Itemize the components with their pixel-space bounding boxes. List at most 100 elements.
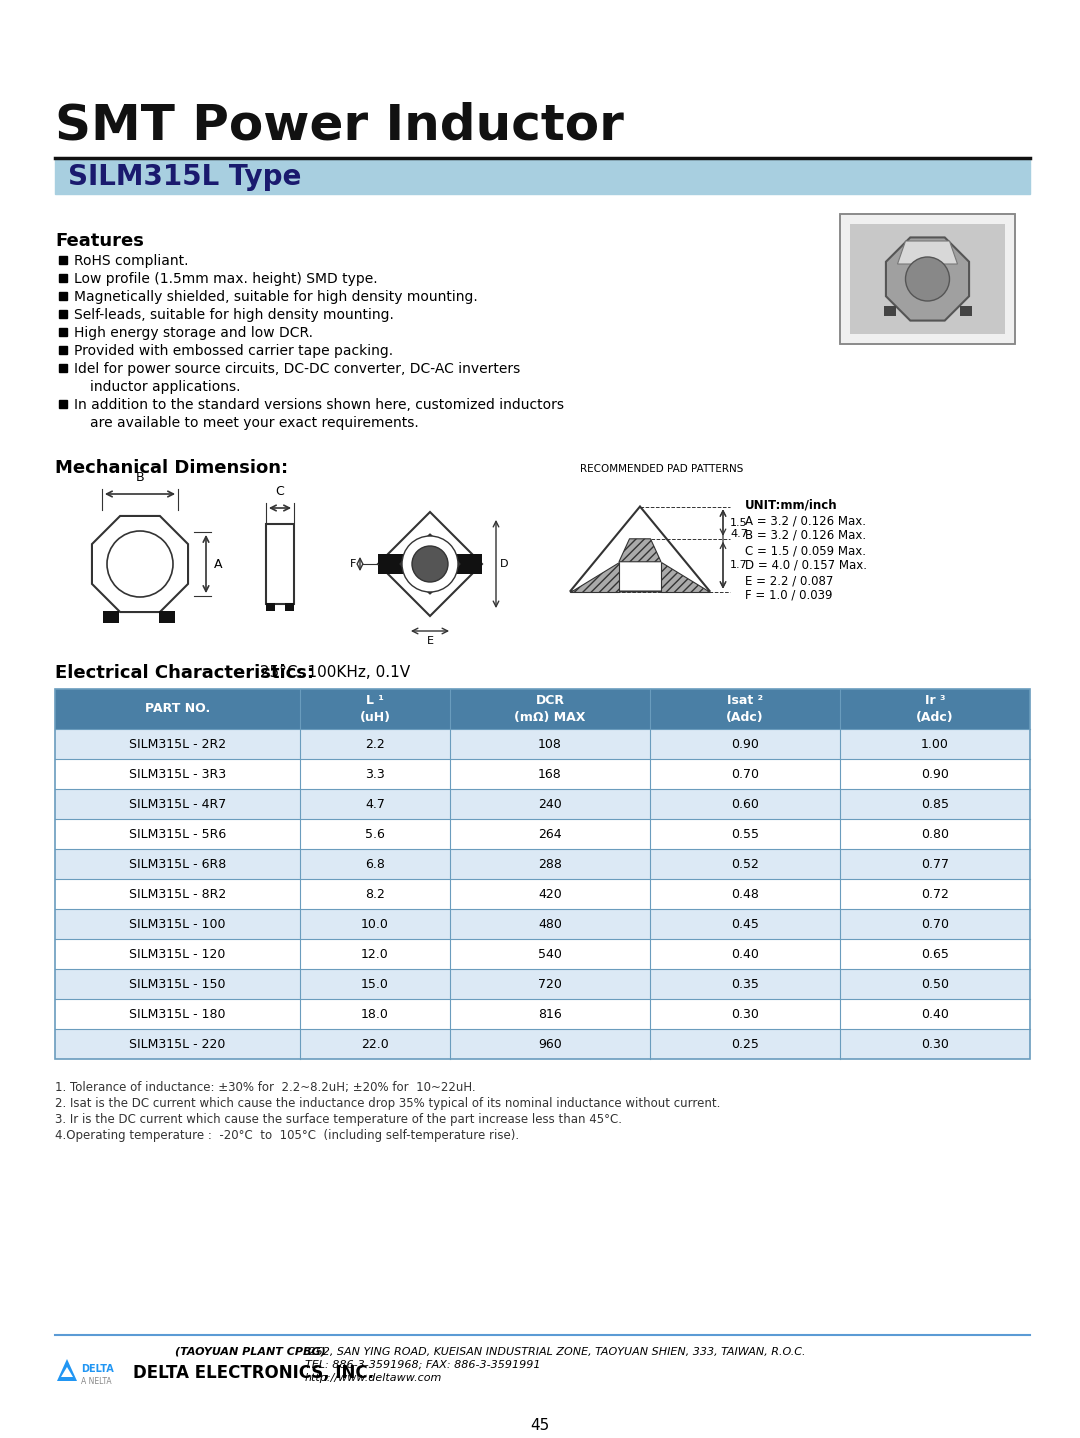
Bar (55, 969, 1030, 999)
Bar (266, 523, 294, 604)
Text: (TAOYUAN PLANT CPBG): (TAOYUAN PLANT CPBG) (175, 1347, 326, 1357)
Bar (55, 160, 1030, 194)
Text: 0.90: 0.90 (731, 738, 759, 751)
Text: RECOMMENDED PAD PATTERNS: RECOMMENDED PAD PATTERNS (580, 464, 743, 475)
Polygon shape (92, 516, 188, 613)
Polygon shape (619, 539, 661, 562)
Text: 0.45: 0.45 (731, 917, 759, 930)
Text: 420: 420 (538, 887, 562, 900)
Text: B = 3.2 / 0.126 Max.: B = 3.2 / 0.126 Max. (745, 529, 866, 542)
Text: 240: 240 (538, 798, 562, 811)
Bar (883, 306, 895, 316)
Text: http://www.deltaww.com: http://www.deltaww.com (305, 1373, 443, 1383)
Bar (850, 224, 1005, 334)
Text: D = 4.0 / 0.157 Max.: D = 4.0 / 0.157 Max. (745, 559, 867, 572)
Text: inductor applications.: inductor applications. (90, 380, 241, 394)
Text: SILM315L - 150: SILM315L - 150 (130, 978, 226, 991)
Text: 3.3: 3.3 (365, 768, 384, 781)
Text: A NELTA: A NELTA (81, 1376, 111, 1385)
Text: 264: 264 (538, 827, 562, 840)
Text: E = 2.2 / 0.087: E = 2.2 / 0.087 (745, 574, 834, 587)
Text: 0.25: 0.25 (731, 1037, 759, 1051)
Text: A = 3.2 / 0.126 Max.: A = 3.2 / 0.126 Max. (745, 513, 866, 526)
Text: 0.50: 0.50 (921, 978, 949, 991)
Text: SILM315L - 3R3: SILM315L - 3R3 (129, 768, 226, 781)
Text: 0.40: 0.40 (731, 948, 759, 961)
Text: 168: 168 (538, 768, 562, 781)
Text: 4.7: 4.7 (730, 529, 747, 539)
Text: SILM315L - 8R2: SILM315L - 8R2 (129, 887, 226, 900)
Polygon shape (661, 562, 710, 591)
Text: DELTA: DELTA (81, 1365, 113, 1373)
Text: SILM315L Type: SILM315L Type (68, 162, 301, 191)
Bar (378, 554, 404, 574)
Text: Ir ³: Ir ³ (924, 695, 945, 707)
Text: L ¹: L ¹ (366, 695, 383, 707)
Bar (266, 603, 275, 611)
Bar (59, 292, 67, 301)
Text: 0.77: 0.77 (921, 857, 949, 870)
Bar (59, 347, 67, 354)
Text: Electrical Characteristics:: Electrical Characteristics: (55, 664, 314, 682)
Bar (55, 879, 1030, 909)
Text: 0.85: 0.85 (921, 798, 949, 811)
Bar (840, 214, 1015, 344)
Text: E: E (427, 636, 433, 646)
Text: SMT Power Inductor: SMT Power Inductor (55, 102, 624, 150)
Bar (55, 759, 1030, 789)
Text: 18.0: 18.0 (361, 1008, 389, 1021)
Text: A: A (214, 558, 222, 571)
Bar (285, 603, 294, 611)
Text: 1.00: 1.00 (921, 738, 949, 751)
Bar (55, 1030, 1030, 1058)
Bar (55, 789, 1030, 820)
Text: RoHS compliant.: RoHS compliant. (75, 255, 189, 267)
Text: 0.40: 0.40 (921, 1008, 949, 1021)
Text: (mΩ) MAX: (mΩ) MAX (514, 710, 585, 723)
Text: 6.8: 6.8 (365, 857, 384, 870)
Text: 0.72: 0.72 (921, 887, 949, 900)
Text: 0.90: 0.90 (921, 768, 949, 781)
Bar (55, 689, 1030, 1058)
Bar (159, 611, 175, 623)
Text: 540: 540 (538, 948, 562, 961)
Text: UNIT:mm/inch: UNIT:mm/inch (745, 499, 838, 512)
Polygon shape (60, 1368, 73, 1378)
Text: 3. Ir is the DC current which cause the surface temperature of the part increase: 3. Ir is the DC current which cause the … (55, 1113, 622, 1126)
Text: 288: 288 (538, 857, 562, 870)
Bar (59, 275, 67, 282)
Text: 12.0: 12.0 (361, 948, 389, 961)
Text: F: F (350, 559, 356, 569)
Text: Idel for power source circuits, DC-DC converter, DC-AC inverters: Idel for power source circuits, DC-DC co… (75, 362, 521, 375)
Text: 816: 816 (538, 1008, 562, 1021)
Text: 108: 108 (538, 738, 562, 751)
Text: 0.70: 0.70 (731, 768, 759, 781)
Polygon shape (886, 237, 969, 321)
Polygon shape (57, 1359, 77, 1380)
Bar (55, 848, 1030, 879)
Text: 22.0: 22.0 (361, 1037, 389, 1051)
Text: 2.2: 2.2 (365, 738, 384, 751)
Text: 720: 720 (538, 978, 562, 991)
Polygon shape (378, 512, 482, 615)
Bar (55, 939, 1030, 969)
Text: 5.6: 5.6 (365, 827, 384, 840)
Bar (456, 554, 482, 574)
Text: SILM315L - 220: SILM315L - 220 (130, 1037, 226, 1051)
Text: (uH): (uH) (360, 710, 391, 723)
Text: B: B (136, 472, 145, 485)
Text: High energy storage and low DCR.: High energy storage and low DCR. (75, 326, 313, 339)
Text: C: C (275, 485, 284, 498)
Text: F = 1.0 / 0.039: F = 1.0 / 0.039 (745, 590, 833, 603)
Text: 1.7: 1.7 (730, 561, 747, 569)
Text: SILM315L - 100: SILM315L - 100 (130, 917, 226, 930)
Polygon shape (400, 533, 460, 594)
Text: DCR: DCR (536, 695, 565, 707)
Circle shape (411, 546, 448, 582)
Bar (55, 729, 1030, 759)
Text: 480: 480 (538, 917, 562, 930)
Bar (59, 364, 67, 372)
Text: 10.0: 10.0 (361, 917, 389, 930)
Bar (840, 214, 1015, 344)
Circle shape (107, 531, 173, 597)
